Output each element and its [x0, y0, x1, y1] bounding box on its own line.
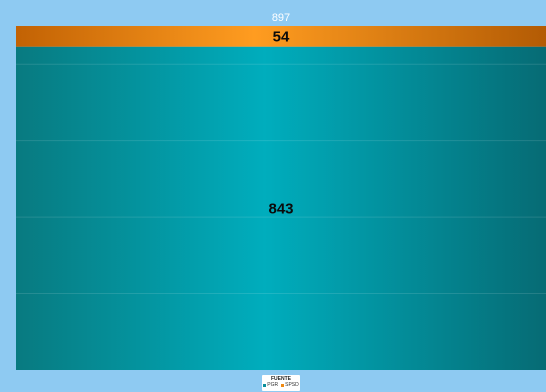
- legend-items: PGR SPSD: [262, 383, 300, 388]
- data-label-pgr: 843: [268, 200, 293, 217]
- legend-label-pgr: PGR: [267, 382, 279, 388]
- legend-item-spsd[interactable]: SPSD: [281, 383, 299, 388]
- data-label-spsd: 54: [273, 28, 290, 45]
- legend-swatch-pgr: [263, 384, 267, 387]
- legend-swatch-spsd: [281, 384, 285, 387]
- legend-item-pgr[interactable]: PGR: [263, 383, 278, 388]
- legend: FUENTE PGR SPSD: [262, 375, 300, 391]
- legend-title: FUENTE: [271, 376, 291, 382]
- total-label: 897: [272, 12, 290, 24]
- bar-segment-pgr[interactable]: [16, 46, 546, 370]
- legend-label-spsd: SPSD: [285, 382, 299, 388]
- bar-segment-spsd[interactable]: [16, 26, 546, 47]
